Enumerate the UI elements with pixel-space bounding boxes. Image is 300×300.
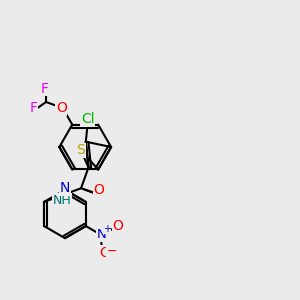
Text: F: F (29, 101, 38, 115)
Text: N: N (96, 228, 106, 241)
Text: +: + (103, 224, 110, 234)
Text: S: S (76, 143, 85, 157)
Text: NH: NH (52, 194, 71, 207)
Text: O: O (56, 101, 67, 115)
Text: O: O (94, 183, 104, 197)
Text: F: F (40, 82, 49, 96)
Text: O: O (112, 219, 123, 233)
Text: −: − (106, 245, 117, 258)
Text: Cl: Cl (81, 112, 95, 126)
Text: N: N (60, 182, 70, 195)
Text: O: O (99, 246, 110, 260)
